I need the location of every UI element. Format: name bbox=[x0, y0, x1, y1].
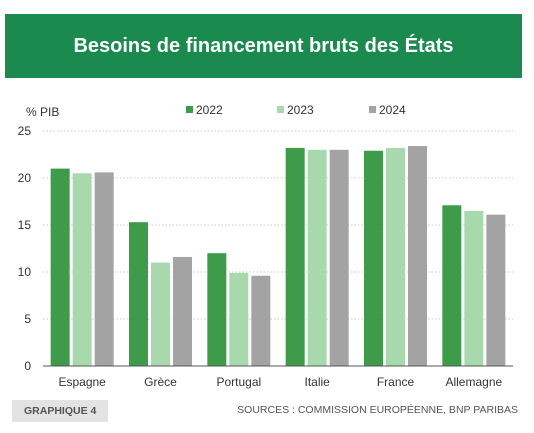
x-tick-label: Espagne bbox=[58, 375, 106, 389]
chart-title: Besoins de financement bruts des États bbox=[73, 34, 454, 57]
bar-2024 bbox=[173, 256, 192, 366]
figure-tag: GRAPHIQUE 4 bbox=[12, 400, 109, 422]
bar-2024 bbox=[329, 149, 349, 366]
bar-2022 bbox=[207, 253, 227, 366]
source-note: SOURCES : COMMISSION EUROPÉENNE, BNP PAR… bbox=[237, 404, 518, 416]
legend-swatch-2024 bbox=[369, 106, 376, 113]
legend-label: 2023 bbox=[287, 103, 314, 117]
bar-2023 bbox=[151, 262, 170, 366]
bar-2023 bbox=[464, 210, 484, 366]
bar-2023 bbox=[229, 272, 249, 366]
legend-label: 2024 bbox=[379, 103, 406, 117]
y-tick-label: 0 bbox=[24, 359, 31, 373]
y-tick-label: 5 bbox=[24, 312, 31, 326]
bar-2024 bbox=[486, 214, 506, 366]
bar-2022 bbox=[364, 150, 383, 366]
legend-swatch-2022 bbox=[186, 106, 193, 113]
bar-2023 bbox=[307, 149, 327, 366]
bar-2023 bbox=[386, 147, 405, 366]
y-tick-label: 25 bbox=[18, 124, 32, 138]
bar-2022 bbox=[50, 168, 70, 366]
x-tick-label: Portugal bbox=[216, 375, 261, 389]
chart-header: Besoins de financement bruts des États bbox=[5, 14, 522, 78]
y-tick-label: 10 bbox=[18, 265, 32, 279]
bar-2023 bbox=[72, 173, 92, 366]
y-tick-label: 15 bbox=[18, 218, 32, 232]
x-tick-label: Grèce bbox=[144, 375, 177, 389]
x-tick-label: France bbox=[377, 375, 415, 389]
x-tick-label: Allemagne bbox=[445, 375, 502, 389]
legend-swatch-2023 bbox=[277, 106, 284, 113]
bar-2022 bbox=[129, 222, 148, 366]
bar-2024 bbox=[251, 275, 271, 366]
bar-2022 bbox=[442, 205, 462, 366]
bar-2022 bbox=[285, 147, 305, 366]
y-tick-label: 20 bbox=[18, 171, 32, 185]
bar-2024 bbox=[408, 146, 427, 366]
bar-2024 bbox=[94, 172, 114, 366]
y-axis-label: % PIB bbox=[26, 105, 59, 119]
figure-tag-label: GRAPHIQUE 4 bbox=[24, 405, 97, 417]
legend-label: 2022 bbox=[196, 103, 223, 117]
x-tick-label: Italie bbox=[304, 375, 330, 389]
